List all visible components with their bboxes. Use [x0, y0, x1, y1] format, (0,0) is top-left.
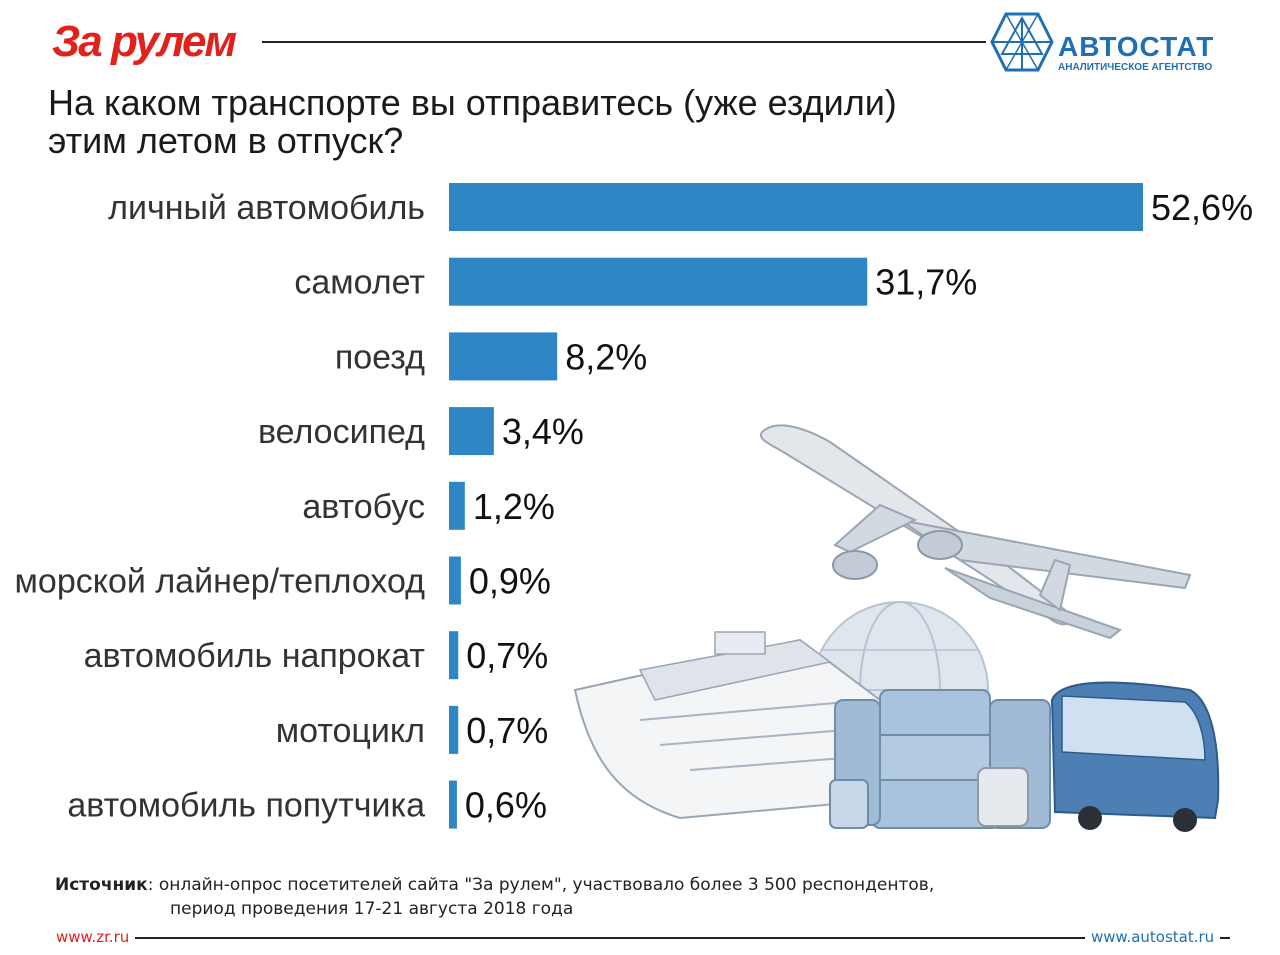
- category-label: личный автомобиль: [108, 189, 425, 227]
- suitcase-icon: [829, 689, 1051, 829]
- value-label: 0,7%: [466, 635, 548, 676]
- zarulem-logo: За рулем: [42, 14, 245, 70]
- chart-title: На каком транспорте вы отправитесь (уже …: [48, 84, 1048, 160]
- category-label: автомобиль попутчика: [67, 787, 425, 825]
- value-label: 0,7%: [466, 710, 548, 751]
- value-label: 52,6%: [1151, 187, 1253, 228]
- bar: [449, 631, 459, 680]
- autostat-emblem-icon: [990, 12, 1054, 72]
- autostat-subtitle: АНАЛИТИЧЕСКОЕ АГЕНТСТВО: [1058, 62, 1213, 73]
- source-line2: период проведения 17-21 августа 2018 год…: [170, 899, 574, 919]
- bar: [449, 257, 868, 306]
- category-label: самолет: [294, 264, 425, 302]
- chart-title-line2: этим летом в отпуск?: [48, 120, 404, 161]
- bars-group: личный автомобиль 52,6% самолет 31,7% поезд 8…: [15, 183, 1253, 829]
- category-label: мотоцикл: [276, 712, 425, 750]
- bottom-rule: [50, 937, 1230, 939]
- category-label: морской лайнер/теплоход: [15, 563, 426, 601]
- source-text: : онлайн-опрос посетителей сайта "За рул…: [147, 875, 935, 895]
- bar: [449, 556, 461, 605]
- source-note: Источник: онлайн-опрос посетителей сайта…: [55, 873, 934, 921]
- source-line1: Источник: онлайн-опрос посетителей сайта…: [55, 873, 934, 897]
- top-rule: [262, 41, 988, 43]
- category-label: автомобиль напрокат: [84, 637, 425, 675]
- category-label: автобус: [302, 488, 425, 526]
- bar: [449, 332, 558, 381]
- source-label: Источник: [55, 875, 148, 895]
- value-label: 3,4%: [502, 411, 584, 452]
- bar: [449, 183, 1143, 231]
- bar: [449, 407, 494, 456]
- autostat-link[interactable]: www.autostat.ru: [1085, 928, 1221, 946]
- autostat-logo: АВТОСТАТ АНАЛИТИЧЕСКОЕ АГЕНТСТВО: [986, 8, 1242, 76]
- value-label: 0,9%: [469, 561, 551, 602]
- value-label: 0,6%: [465, 785, 547, 826]
- category-label: поезд: [335, 338, 425, 376]
- value-label: 8,2%: [565, 336, 647, 377]
- value-label: 1,2%: [473, 486, 555, 527]
- chart-title-line1: На каком транспорте вы отправитесь (уже …: [48, 82, 897, 123]
- bus-icon: [1050, 681, 1220, 832]
- bar: [449, 780, 457, 829]
- bar: [449, 705, 459, 754]
- autostat-name: АВТОСТАТ: [1058, 31, 1215, 62]
- bar: [449, 481, 465, 530]
- airplane-icon: [760, 424, 1192, 640]
- zr-link[interactable]: www.zr.ru: [50, 928, 136, 946]
- travel-illustration: [573, 424, 1220, 832]
- category-label: велосипед: [258, 413, 425, 451]
- value-label: 31,7%: [875, 262, 977, 303]
- cruise-ship-icon: [573, 631, 881, 820]
